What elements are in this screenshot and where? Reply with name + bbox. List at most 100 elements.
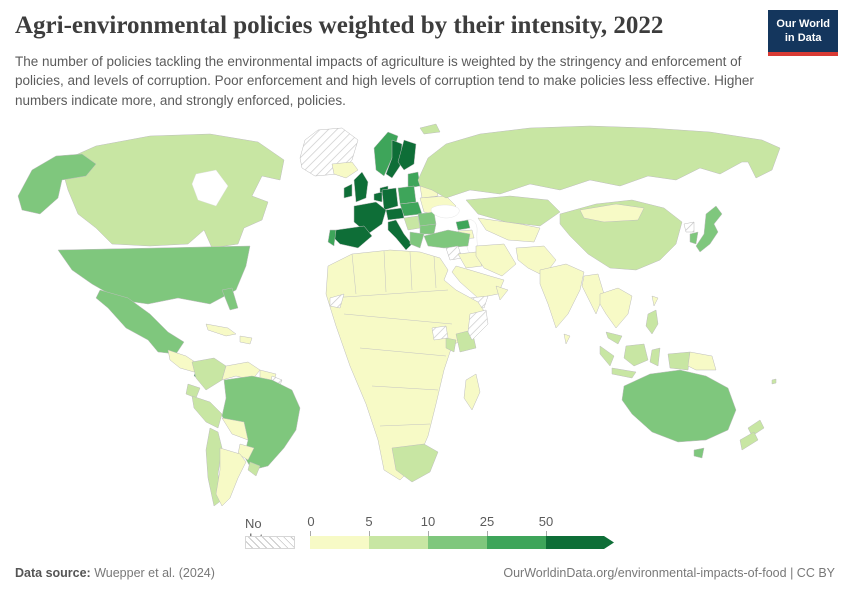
- africa-border-8: [371, 385, 439, 391]
- map-region-western-sahara[interactable]: [329, 293, 345, 309]
- map-region-south-korea[interactable]: [689, 231, 699, 245]
- map-region-java[interactable]: [611, 367, 637, 379]
- legend-bin-50plus[interactable]: [546, 536, 614, 549]
- map-region-iceland[interactable]: [331, 161, 359, 179]
- map-region-peru[interactable]: [191, 395, 223, 429]
- map-region-madagascar[interactable]: [463, 373, 481, 411]
- map-region-france[interactable]: [353, 201, 387, 235]
- map-region-romania[interactable]: [417, 211, 437, 227]
- map-region-japan[interactable]: [695, 205, 723, 253]
- map-region-hispaniola[interactable]: [239, 335, 253, 345]
- legend-tick-0: [310, 531, 311, 536]
- map-region-indochina[interactable]: [599, 287, 633, 329]
- map-region-central-america[interactable]: [167, 349, 199, 373]
- map-region-ireland[interactable]: [343, 183, 353, 199]
- map-region-borneo[interactable]: [623, 343, 649, 367]
- legend-no-data-swatch[interactable]: [245, 536, 295, 549]
- legend-bin-5-10[interactable]: [369, 536, 428, 549]
- map-region-central-asia[interactable]: [477, 217, 541, 243]
- map-region-balkans[interactable]: [403, 215, 421, 231]
- map-region-paraguay[interactable]: [237, 443, 255, 461]
- map-region-alpine[interactable]: [385, 207, 405, 221]
- map-region-portugal[interactable]: [327, 229, 337, 247]
- map-region-uruguay[interactable]: [247, 461, 261, 477]
- map-region-nz-south[interactable]: [739, 431, 759, 451]
- map-region-alaska[interactable]: [17, 153, 97, 215]
- map-region-kazakhstan[interactable]: [465, 195, 561, 227]
- map-region-somalia[interactable]: [467, 309, 489, 341]
- map-region-south-sudan[interactable]: [431, 325, 449, 341]
- map-region-ecuador[interactable]: [185, 383, 201, 399]
- map-region-taiwan[interactable]: [651, 295, 659, 307]
- legend-tick-label-4: 50: [538, 514, 554, 529]
- map-region-canada[interactable]: [59, 133, 285, 249]
- map-region-benelux[interactable]: [373, 191, 383, 203]
- map-region-argentina[interactable]: [215, 447, 247, 507]
- map-region-spain[interactable]: [331, 225, 373, 249]
- map-region-malaysia[interactable]: [605, 331, 623, 345]
- legend-tick-2: [428, 531, 429, 536]
- data-source-text: Wuepper et al. (2024): [90, 566, 215, 580]
- legend-color-bar: 0 5 10 25 50: [307, 514, 615, 549]
- map-region-north-korea[interactable]: [683, 221, 695, 233]
- map-region-uganda[interactable]: [445, 337, 457, 353]
- data-source: Data source: Wuepper et al. (2024): [15, 566, 215, 580]
- map-region-nz-north[interactable]: [747, 419, 765, 437]
- map-region-poland[interactable]: [397, 185, 417, 205]
- map-region-cuba[interactable]: [205, 323, 237, 337]
- map-region-australia[interactable]: [621, 369, 737, 443]
- map-region-fiji[interactable]: [771, 378, 777, 385]
- map-region-saudi-arabia[interactable]: [451, 265, 505, 299]
- map-region-colombia[interactable]: [191, 357, 227, 391]
- africa-border-2: [383, 250, 387, 293]
- black-sea: [430, 204, 460, 219]
- map-region-india[interactable]: [539, 263, 585, 329]
- map-region-uk[interactable]: [353, 171, 369, 203]
- africa-border-5: [329, 289, 449, 299]
- map-region-turkey[interactable]: [423, 229, 471, 249]
- map-region-sweden[interactable]: [385, 139, 403, 179]
- map-region-bulgaria[interactable]: [419, 223, 437, 235]
- map-region-philippines[interactable]: [645, 309, 659, 335]
- hudson-bay: [191, 169, 229, 207]
- map-region-mongolia[interactable]: [579, 203, 645, 223]
- legend-bin-10-25[interactable]: [428, 536, 487, 549]
- chart-footer: Data source: Wuepper et al. (2024) OurWo…: [15, 566, 835, 580]
- attribution: OurWorldinData.org/environmental-impacts…: [503, 566, 835, 580]
- legend-bin-0-5[interactable]: [310, 536, 369, 549]
- map-region-sumatra[interactable]: [599, 345, 615, 367]
- map-region-syria[interactable]: [445, 245, 463, 261]
- map-region-russia[interactable]: [417, 125, 781, 199]
- map-region-mexico[interactable]: [95, 289, 185, 355]
- legend-bin-25-50[interactable]: [487, 536, 546, 549]
- map-region-oman[interactable]: [495, 285, 509, 301]
- map-region-sri-lanka[interactable]: [563, 333, 571, 345]
- africa-border-1: [351, 253, 357, 295]
- map-region-italy[interactable]: [387, 219, 413, 251]
- map-region-africa[interactable]: [325, 249, 487, 481]
- map-region-tasmania[interactable]: [693, 447, 705, 459]
- map-region-germany[interactable]: [381, 187, 399, 211]
- map-region-florida[interactable]: [221, 287, 239, 311]
- owid-logo[interactable]: Our World in Data: [768, 10, 838, 56]
- map-region-iran[interactable]: [475, 243, 517, 277]
- map-region-finland[interactable]: [397, 139, 417, 171]
- legend-tick-label-0: 0: [307, 514, 315, 529]
- legend-tick-1: [369, 531, 370, 536]
- map-region-south-africa[interactable]: [391, 443, 439, 483]
- data-source-label: Data source:: [15, 566, 91, 580]
- logo-line2: in Data: [784, 32, 822, 45]
- map-region-greece[interactable]: [409, 231, 425, 249]
- africa-border-3: [409, 251, 413, 291]
- world-map: [0, 118, 850, 514]
- map-region-bolivia[interactable]: [221, 417, 249, 441]
- map-region-myanmar[interactable]: [581, 273, 605, 315]
- chart-subtitle: The number of policies tackling the envi…: [15, 54, 754, 108]
- owid-url-link[interactable]: OurWorldinData.org/environmental-impacts…: [503, 566, 787, 580]
- map-region-usa[interactable]: [57, 245, 251, 305]
- map-region-papua-new-guinea[interactable]: [687, 351, 717, 371]
- map-region-west-new-guinea[interactable]: [667, 351, 691, 371]
- map-region-sulawesi[interactable]: [649, 347, 661, 367]
- map-region-svalbard[interactable]: [419, 123, 441, 135]
- map-region-georgia[interactable]: [455, 219, 471, 231]
